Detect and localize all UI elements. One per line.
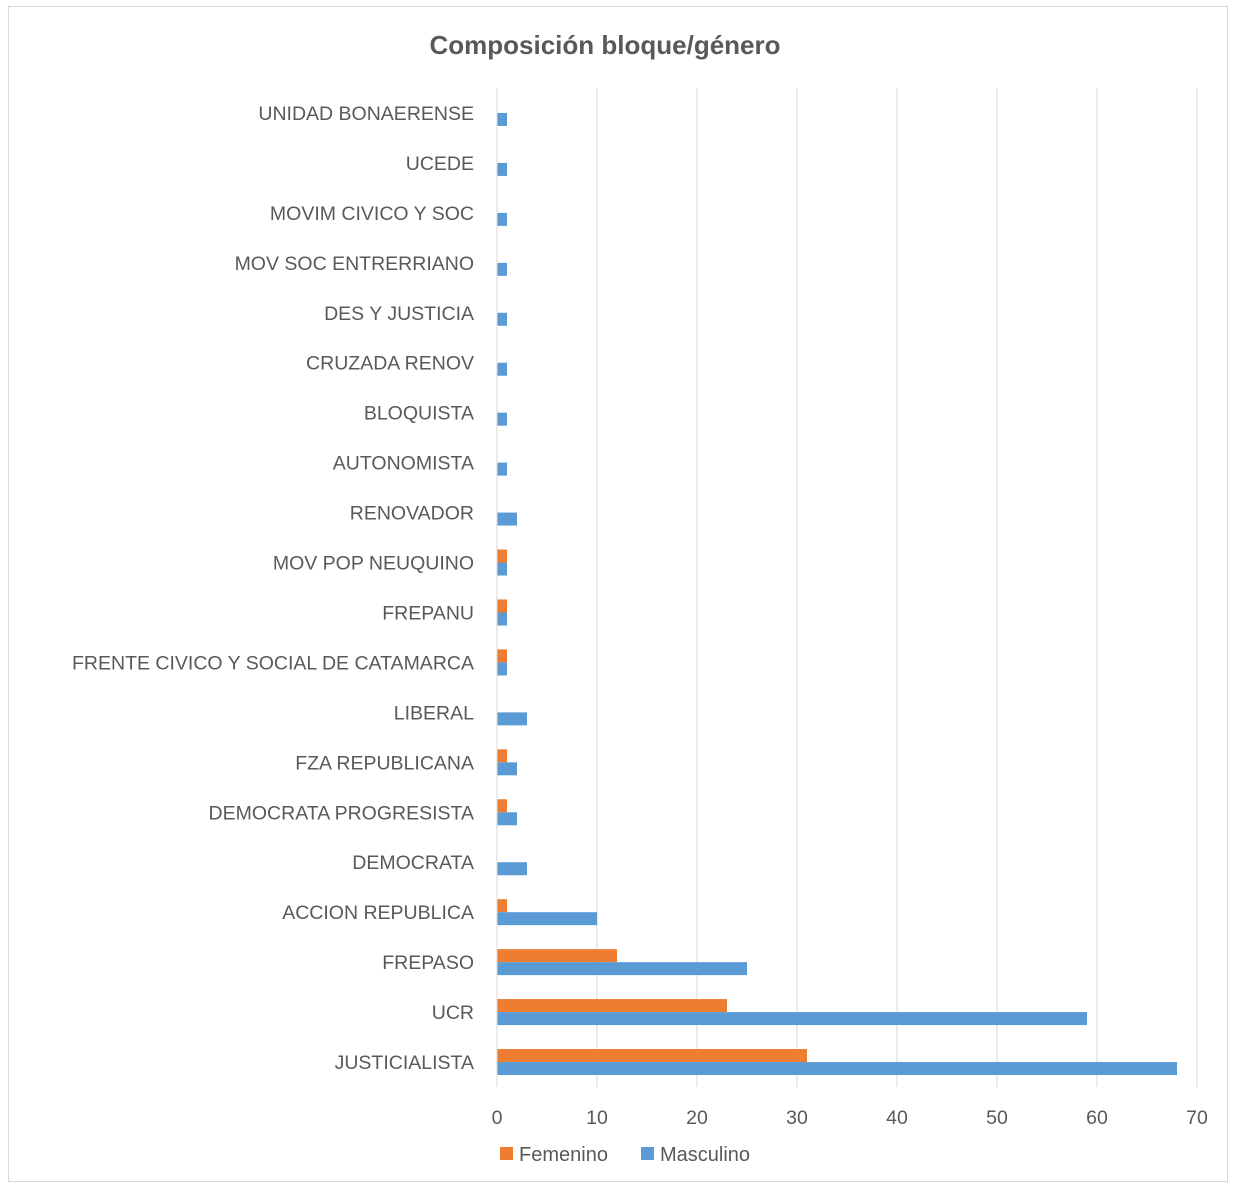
- bar-masculino-movim-civico-y-soc: [497, 212, 507, 226]
- x-tick-30: 30: [786, 1107, 808, 1129]
- category-label-frepaso: FREPASO: [382, 952, 474, 974]
- category-label-des-y-justicia: DES Y JUSTICIA: [324, 303, 474, 325]
- legend-swatch-femenino: [500, 1147, 513, 1160]
- legend-label-femenino: Femenino: [519, 1144, 608, 1166]
- category-label-frepanu: FREPANU: [382, 602, 474, 624]
- bars: [496, 88, 1177, 1087]
- chart-frame: [8, 6, 1228, 1182]
- bar-masculino-democrata: [497, 862, 527, 876]
- x-tick-40: 40: [886, 1107, 908, 1129]
- bar-masculino-mov-soc-entrerriano: [497, 262, 507, 276]
- bar-masculino-des-y-justicia: [497, 312, 507, 326]
- category-labels: JUSTICIALISTA UCR FREPASO ACCION REPUBLICA D…: [72, 103, 474, 1074]
- category-label-frente-civico-y-social-de-catamarca: FRENTE CIVICO Y SOCIAL DE CATAMARCA: [72, 652, 474, 674]
- category-label-unidad-bonaerense: UNIDAD BONAERENSE: [258, 103, 474, 125]
- legend: Femenino Masculino: [500, 1144, 750, 1166]
- category-label-justicialista: JUSTICIALISTA: [335, 1052, 474, 1074]
- bar-femenino-fza-republicana: [497, 749, 507, 763]
- bar-masculino-justicialista: [497, 1062, 1177, 1076]
- x-tick-70: 70: [1186, 1107, 1208, 1129]
- bar-masculino-bloquista: [497, 412, 507, 426]
- bar-masculino-renovador: [497, 512, 517, 526]
- bar-femenino-democrata-progresista: [497, 799, 507, 813]
- bar-femenino-frepaso: [497, 949, 617, 963]
- x-tick-20: 20: [686, 1107, 708, 1129]
- x-tick-0: 0: [492, 1107, 503, 1129]
- bar-masculino-frepaso: [497, 962, 747, 976]
- bar-masculino-democrata-progresista: [497, 812, 517, 826]
- category-label-fza-republicana: FZA REPUBLICANA: [295, 752, 474, 774]
- x-tick-10: 10: [586, 1107, 608, 1129]
- bar-masculino-ucede: [497, 162, 507, 176]
- bar-masculino-autonomista: [497, 462, 507, 476]
- chart-title: Composición bloque/género: [429, 30, 780, 60]
- x-tick-labels: 0 10 20 30 40 50 60 70: [492, 1107, 1208, 1129]
- bar-masculino-fza-republicana: [497, 762, 517, 776]
- bar-femenino-justicialista: [497, 1049, 807, 1063]
- category-label-mov-soc-entrerriano: MOV SOC ENTRERRIANO: [235, 253, 474, 275]
- bar-masculino-liberal: [497, 712, 527, 726]
- bar-femenino-accion-republica: [497, 899, 507, 913]
- bar-masculino-frente-civico-y-social-de-catamarca: [497, 662, 507, 676]
- category-label-ucr: UCR: [432, 1002, 474, 1024]
- bar-masculino-accion-republica: [497, 912, 597, 926]
- legend-swatch-masculino: [641, 1147, 654, 1160]
- bar-masculino-ucr: [497, 1012, 1087, 1026]
- bar-masculino-frepanu: [497, 612, 507, 626]
- category-label-renovador: RENOVADOR: [350, 503, 474, 525]
- bar-masculino-cruzada-renov: [497, 362, 507, 376]
- category-label-democrata: DEMOCRATA: [352, 852, 474, 874]
- legend-label-masculino: Masculino: [660, 1144, 750, 1166]
- category-label-liberal: LIBERAL: [394, 702, 474, 724]
- bar-masculino-mov-pop-neuquino: [497, 562, 507, 576]
- gridlines: [496, 88, 1198, 1087]
- bar-masculino-unidad-bonaerense: [497, 112, 507, 126]
- category-label-autonomista: AUTONOMISTA: [333, 453, 474, 475]
- bar-femenino-mov-pop-neuquino: [497, 549, 507, 563]
- bar-femenino-ucr: [497, 999, 727, 1013]
- x-tick-50: 50: [986, 1107, 1008, 1129]
- bar-femenino-frente-civico-y-social-de-catamarca: [497, 649, 507, 663]
- x-tick-60: 60: [1086, 1107, 1108, 1129]
- category-label-cruzada-renov: CRUZADA RENOV: [306, 353, 474, 375]
- category-label-bloquista: BLOQUISTA: [364, 403, 474, 425]
- category-label-mov-pop-neuquino: MOV POP NEUQUINO: [273, 553, 474, 575]
- category-label-accion-republica: ACCION REPUBLICA: [282, 902, 474, 924]
- bar-femenino-frepanu: [497, 599, 507, 613]
- category-label-movim-civico-y-soc: MOVIM CIVICO Y SOC: [270, 203, 474, 225]
- category-label-democrata-progresista: DEMOCRATA PROGRESISTA: [209, 802, 474, 824]
- category-label-ucede: UCEDE: [406, 153, 474, 175]
